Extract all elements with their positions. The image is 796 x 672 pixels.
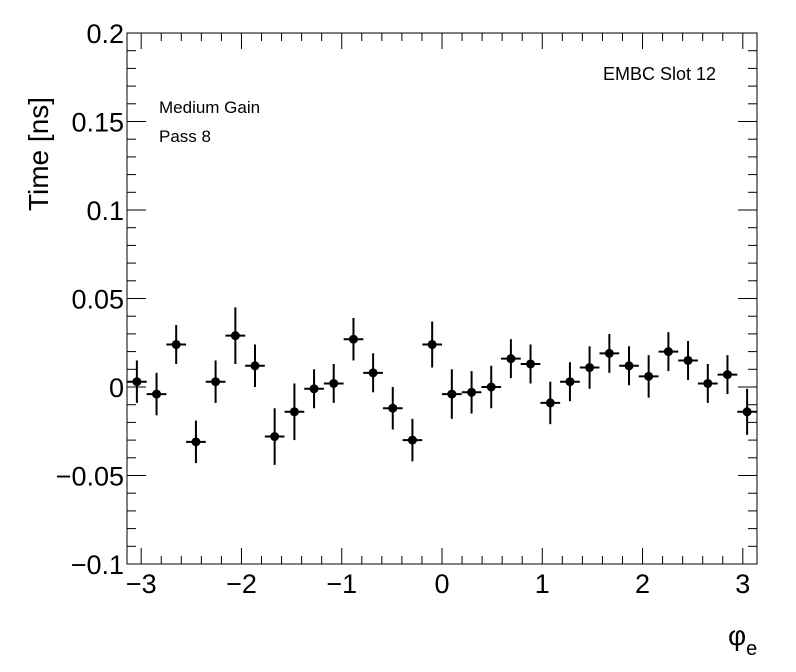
annotation-pass: Pass 8 bbox=[159, 127, 211, 146]
data-point bbox=[309, 384, 319, 394]
chart-title: EMBC Slot 12 bbox=[603, 64, 716, 84]
data-point bbox=[506, 354, 516, 364]
x-tick-label: −1 bbox=[326, 569, 357, 599]
data-point bbox=[447, 389, 457, 399]
data-point bbox=[191, 437, 201, 447]
y-tick-label: −0.1 bbox=[71, 550, 124, 580]
x-tick-label: 3 bbox=[735, 569, 750, 599]
y-tick-label: 0.15 bbox=[71, 108, 124, 138]
y-tick-label: 0.1 bbox=[86, 196, 124, 226]
data-point bbox=[211, 377, 221, 387]
x-axis-symbol: φ bbox=[728, 620, 746, 651]
data-point bbox=[289, 407, 299, 417]
data-point bbox=[368, 368, 378, 378]
data-point bbox=[486, 382, 496, 392]
data-point bbox=[467, 387, 477, 397]
y-tick-label: 0.05 bbox=[71, 285, 124, 315]
data-point bbox=[230, 331, 240, 341]
x-axis-subscript: e bbox=[746, 638, 757, 660]
data-point bbox=[545, 398, 555, 408]
x-tick-label: −3 bbox=[126, 569, 157, 599]
x-tick-label: 1 bbox=[535, 569, 550, 599]
data-point bbox=[152, 389, 162, 399]
x-tick-label: 0 bbox=[434, 569, 449, 599]
x-tick-label: 2 bbox=[635, 569, 650, 599]
data-point bbox=[703, 378, 713, 388]
data-point bbox=[171, 340, 181, 350]
data-point bbox=[722, 370, 732, 380]
axis-ticks bbox=[127, 32, 757, 565]
data-point bbox=[565, 377, 575, 387]
data-point bbox=[329, 378, 339, 388]
data-point bbox=[526, 359, 536, 369]
data-points bbox=[127, 307, 757, 465]
data-point bbox=[683, 355, 693, 365]
y-tick-label: 0 bbox=[109, 373, 124, 403]
data-point bbox=[270, 432, 280, 442]
data-point bbox=[663, 347, 673, 357]
data-point bbox=[388, 403, 398, 413]
y-tick-label: −0.05 bbox=[56, 462, 124, 492]
data-point bbox=[427, 340, 437, 350]
data-point bbox=[742, 407, 752, 417]
data-point bbox=[604, 348, 614, 358]
tick-labels: −3 −2 −1 0 1 2 3 −0.1 −0.05 0 0.05 0.1 0.15 0.2 bbox=[56, 19, 751, 599]
data-point bbox=[348, 334, 358, 344]
data-point bbox=[250, 361, 260, 371]
data-point bbox=[624, 361, 634, 371]
y-axis-title: Time [ns] bbox=[23, 97, 54, 211]
x-tick-label: −2 bbox=[226, 569, 257, 599]
y-tick-label: 0.2 bbox=[86, 19, 124, 49]
data-point bbox=[132, 377, 142, 387]
x-axis-title: φe bbox=[728, 620, 757, 660]
data-point bbox=[585, 363, 595, 373]
data-point bbox=[407, 435, 417, 445]
data-point bbox=[644, 371, 654, 381]
annotation-gain: Medium Gain bbox=[159, 98, 260, 117]
